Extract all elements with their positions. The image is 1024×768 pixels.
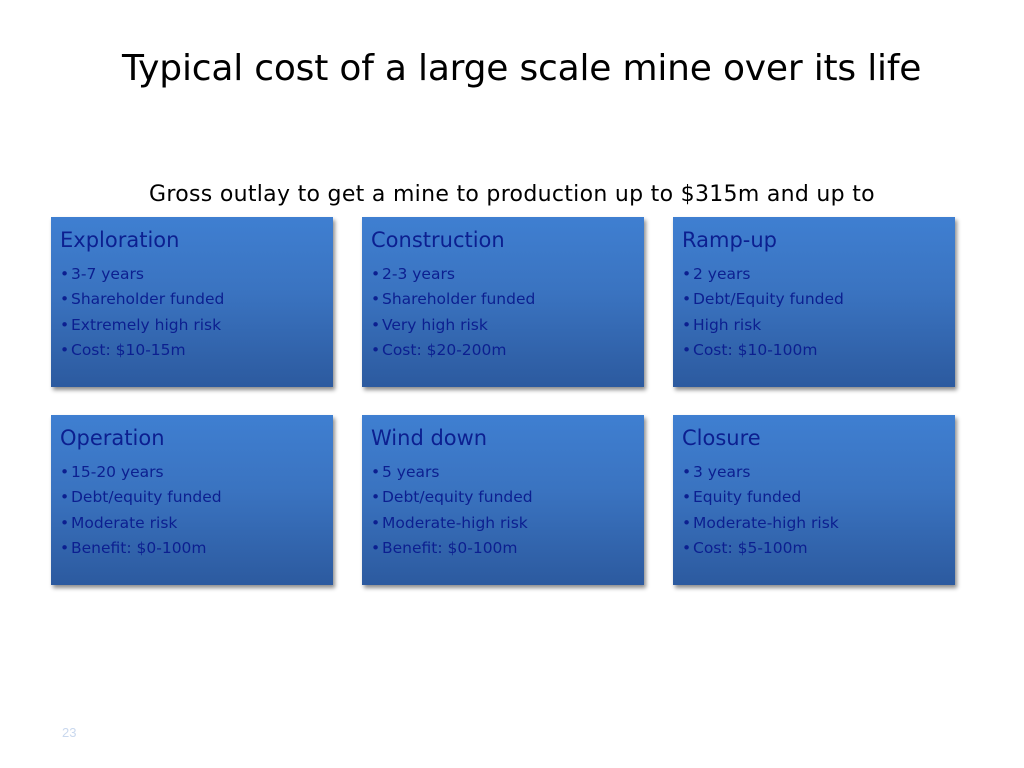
- list-item: • Benefit: $0-100m: [371, 536, 644, 561]
- list-item-text: Shareholder funded: [71, 290, 225, 309]
- list-item-text: Benefit: $0-100m: [382, 539, 518, 558]
- list-item-text: 2-3 years: [382, 265, 455, 283]
- card-bullet-list: • 5 years • Debt/equity funded • Moderate-h…: [371, 460, 644, 562]
- card-operation: Operation • 15-20 years • Debt/equity fund…: [51, 415, 333, 585]
- bullet-icon: •: [60, 463, 70, 481]
- card-construction: Construction • 2-3 years • Shareholder fun…: [362, 217, 644, 387]
- bullet-icon: •: [60, 513, 70, 532]
- bullet-icon: •: [371, 539, 381, 558]
- card-bullet-list: • 3 years • Equity funded • Moderate-high r…: [682, 460, 955, 562]
- bullet-icon: •: [60, 315, 70, 334]
- bullet-icon: •: [60, 341, 70, 360]
- bullet-icon: •: [60, 290, 70, 309]
- bullet-icon: •: [682, 488, 692, 507]
- list-item: • Cost: $10-15m: [60, 338, 333, 363]
- bullet-icon: •: [371, 265, 381, 283]
- list-item-text: Benefit: $0-100m: [71, 539, 207, 558]
- bullet-icon: •: [682, 513, 692, 532]
- list-item-text: Cost: $10-15m: [71, 341, 186, 360]
- card-exploration: Exploration • 3-7 years • Shareholder fund…: [51, 217, 333, 387]
- card-title: Operation: [60, 426, 165, 450]
- card-title: Ramp-up: [682, 228, 778, 252]
- list-item-text: Cost: $20-200m: [382, 341, 507, 360]
- slide-subtitle: Gross outlay to get a mine to production…: [149, 182, 875, 207]
- bullet-icon: •: [682, 341, 692, 360]
- list-item-text: 2 years: [693, 265, 751, 283]
- list-item: • Moderate risk: [60, 511, 333, 536]
- list-item-text: 3-7 years: [71, 265, 144, 283]
- list-item: • Debt/equity funded: [371, 485, 644, 510]
- bullet-icon: •: [371, 488, 381, 507]
- list-item: • 2-3 years: [371, 262, 644, 287]
- list-item: • Cost: $5-100m: [682, 536, 955, 561]
- list-item-text: Equity funded: [693, 488, 802, 507]
- list-item: • 5 years: [371, 460, 644, 485]
- list-item-text: Shareholder funded: [382, 290, 536, 309]
- card-bullet-list: • 2 years • Debt/Equity funded • High risk …: [682, 262, 955, 364]
- list-item-text: Very high risk: [382, 315, 488, 334]
- list-item-text: High risk: [693, 315, 762, 334]
- list-item: • Benefit: $0-100m: [60, 536, 333, 561]
- list-item: • Cost: $20-200m: [371, 338, 644, 363]
- bullet-icon: •: [60, 265, 70, 283]
- bullet-icon: •: [60, 488, 70, 507]
- list-item: • Cost: $10-100m: [682, 338, 955, 363]
- list-item: • Shareholder funded: [60, 287, 333, 312]
- list-item-text: 5 years: [382, 463, 440, 481]
- bullet-icon: •: [371, 513, 381, 532]
- card-title: Construction: [371, 228, 505, 252]
- list-item: • Equity funded: [682, 485, 955, 510]
- list-item: • Moderate-high risk: [371, 511, 644, 536]
- list-item: • High risk: [682, 313, 955, 338]
- bullet-icon: •: [371, 290, 381, 309]
- bullet-icon: •: [682, 539, 692, 558]
- bullet-icon: •: [371, 341, 381, 360]
- list-item: • Shareholder funded: [371, 287, 644, 312]
- list-item: • 3-7 years: [60, 262, 333, 287]
- bullet-icon: •: [682, 290, 692, 309]
- list-item: • Debt/Equity funded: [682, 287, 955, 312]
- list-item: • 15-20 years: [60, 460, 333, 485]
- bullet-icon: •: [371, 463, 381, 481]
- list-item: • Very high risk: [371, 313, 644, 338]
- bullet-icon: •: [682, 463, 692, 481]
- list-item: • 3 years: [682, 460, 955, 485]
- list-item: • 2 years: [682, 262, 955, 287]
- list-item-text: 3 years: [693, 463, 751, 481]
- card-title: Exploration: [60, 228, 180, 252]
- list-item: • Extremely high risk: [60, 313, 333, 338]
- list-item-text: Cost: $5-100m: [693, 539, 808, 558]
- slide-title: Typical cost of a large scale mine over …: [122, 48, 922, 89]
- list-item-text: Moderate risk: [71, 513, 178, 532]
- card-bullet-list: • 2-3 years • Shareholder funded • Very hig…: [371, 262, 644, 364]
- card-title: Closure: [682, 426, 761, 450]
- bullet-icon: •: [682, 315, 692, 334]
- bullet-icon: •: [60, 539, 70, 558]
- list-item: • Moderate-high risk: [682, 511, 955, 536]
- list-item-text: Extremely high risk: [71, 315, 222, 334]
- page-number: 23: [62, 725, 77, 740]
- list-item-text: Debt/Equity funded: [693, 290, 844, 309]
- bullet-icon: •: [371, 315, 381, 334]
- list-item-text: 15-20 years: [71, 463, 164, 481]
- list-item-text: Debt/equity funded: [382, 488, 533, 507]
- card-title: Wind down: [371, 426, 488, 450]
- card-bullet-list: • 3-7 years • Shareholder funded • Extremel…: [60, 262, 333, 364]
- list-item-text: Moderate-high risk: [382, 513, 528, 532]
- list-item-text: Debt/equity funded: [71, 488, 222, 507]
- card-closure: Closure • 3 years • Equity funded • Moderat…: [673, 415, 955, 585]
- card-ramp-up: Ramp-up • 2 years • Debt/Equity funded • Hi…: [673, 217, 955, 387]
- card-bullet-list: • 15-20 years • Debt/equity funded • Modera…: [60, 460, 333, 562]
- list-item-text: Moderate-high risk: [693, 513, 839, 532]
- list-item: • Debt/equity funded: [60, 485, 333, 510]
- list-item-text: Cost: $10-100m: [693, 341, 818, 360]
- card-wind-down: Wind down • 5 years • Debt/equity funded •…: [362, 415, 644, 585]
- bullet-icon: •: [682, 265, 692, 283]
